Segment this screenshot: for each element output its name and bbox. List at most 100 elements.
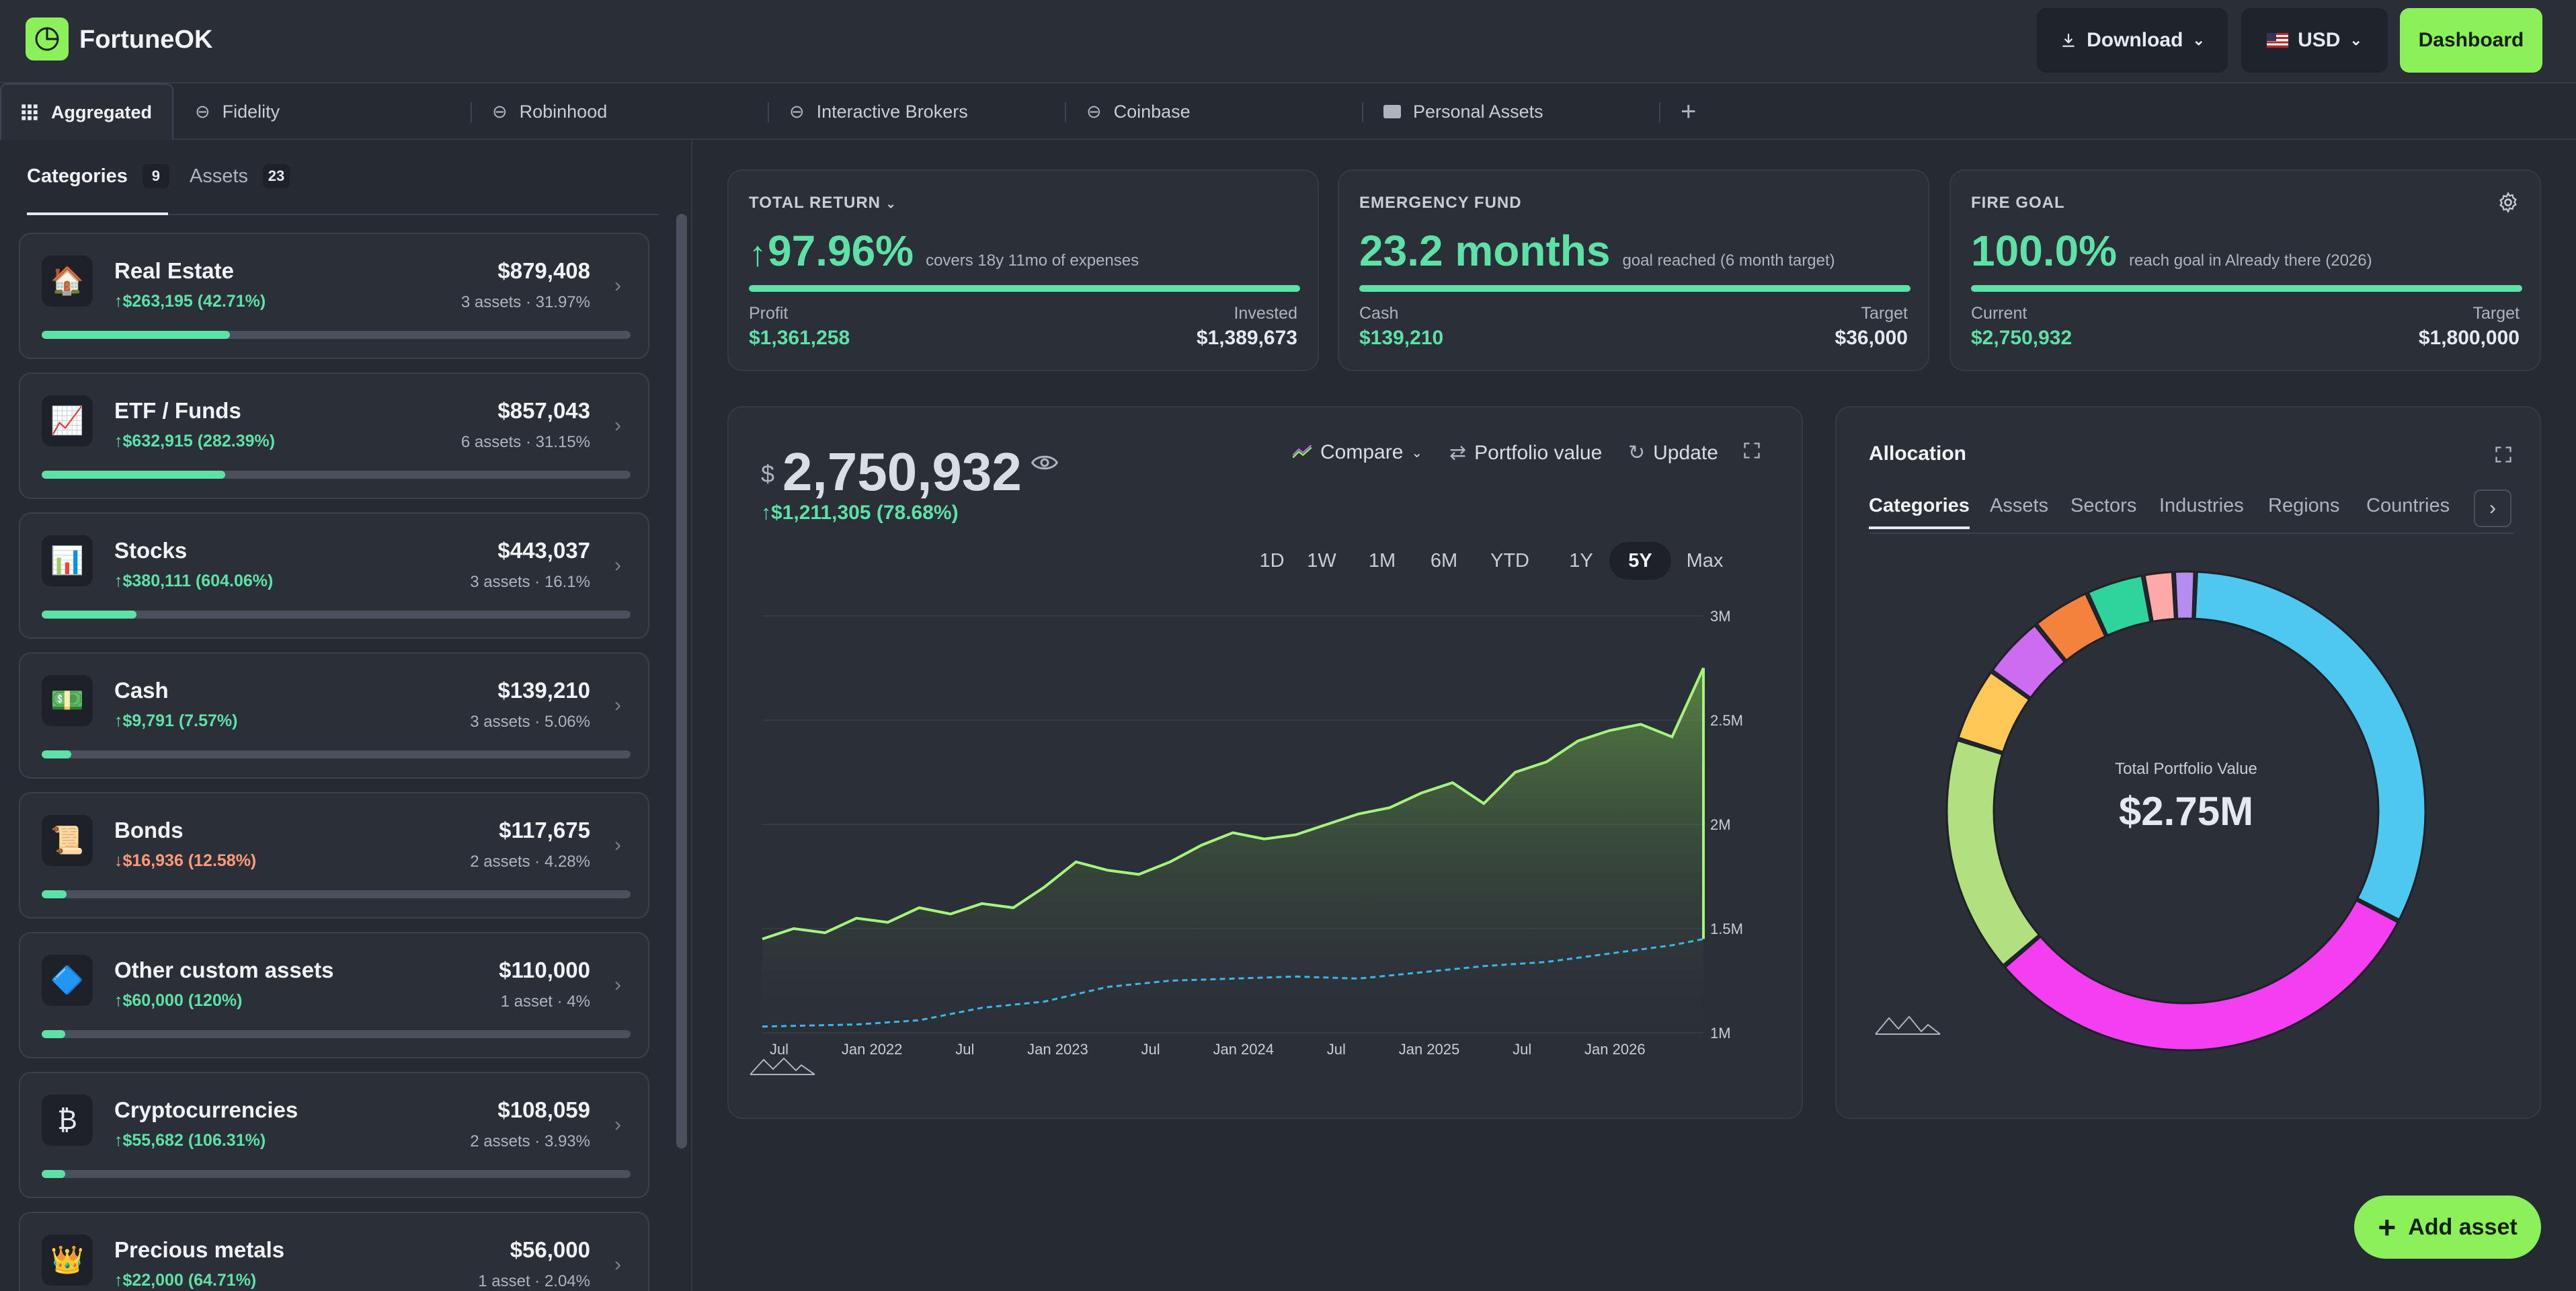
account-tabs: Aggregated ⊖ Fidelity ⊖ Robinhood ⊖ Interac… [0, 83, 2576, 140]
donut-slice-precious-metals[interactable] [2143, 571, 2176, 623]
currency-select[interactable]: USD ⌄ [2241, 8, 2388, 73]
tab-aggregated[interactable]: Aggregated [0, 83, 173, 140]
donut-slice-other-custom-assets[interactable] [2036, 592, 2107, 662]
donut-slice-bonds[interactable] [1991, 624, 2066, 699]
sidebar-tab-categories[interactable]: Categories 9 [27, 160, 169, 215]
stat-value: 100.0% [1971, 227, 2118, 275]
range-6m[interactable]: 6M [1430, 550, 1458, 572]
add-asset-button[interactable]: + Add asset [2354, 1196, 2541, 1259]
allocation-tab-regions[interactable]: Regions [2268, 495, 2340, 516]
range-1y[interactable]: 1Y [1569, 550, 1593, 572]
stat-note: covers 18y 11mo of expenses [926, 251, 1139, 270]
chevron-right-icon[interactable]: › [2474, 490, 2511, 527]
fire-goal-card[interactable]: FIRE GOAL 100.0% reach goal in Already th… [1949, 169, 2541, 371]
range-5y[interactable]: 5Y [1609, 542, 1671, 580]
share-bar [42, 890, 631, 898]
share-bar-fill [42, 1170, 66, 1178]
eye-icon[interactable] [1031, 453, 1059, 475]
trend-icon [1292, 445, 1312, 459]
donut-slice-real-estate[interactable] [2193, 570, 2427, 921]
category-icon: 📜 [42, 815, 93, 866]
donut-slice-etf-funds[interactable] [2003, 899, 2400, 1052]
x-tick-label: Jul [1141, 1041, 1160, 1058]
invested-label: Invested [1234, 304, 1297, 323]
category-card[interactable]: ₿ Cryptocurrencies ↑$55,682 (106.31%) $1… [19, 1072, 649, 1198]
share-bar [42, 750, 631, 758]
progress-bar [749, 285, 1300, 292]
donut-slice-other[interactable] [2173, 570, 2196, 620]
y-tick-label: 2.5M [1710, 712, 1743, 729]
update-button[interactable]: ↻ Update [1628, 441, 1718, 465]
category-icon: 🏠 [42, 256, 93, 307]
category-name: ETF / Funds [114, 398, 241, 423]
invested-value: $1,389,673 [1196, 327, 1297, 349]
x-tick-label: Jan 2023 [1027, 1041, 1088, 1058]
category-card[interactable]: 🏠 Real Estate ↑$263,195 (42.71%) $879,40… [19, 233, 649, 359]
category-card[interactable]: 🔷 Other custom assets ↑$60,000 (120%) $1… [19, 932, 649, 1058]
y-tick-label: 1.5M [1710, 921, 1743, 937]
gear-icon[interactable] [2497, 191, 2520, 217]
donut-slice-cryptocurrencies[interactable] [2087, 574, 2152, 637]
swap-icon: ⇄ [1449, 442, 1467, 464]
tab-interactive-brokers[interactable]: ⊖ Interactive Brokers [789, 83, 968, 140]
category-value: $443,037 [497, 538, 590, 563]
tab-label: Categories [27, 165, 128, 187]
tab-personal-assets[interactable]: Personal Assets [1383, 83, 1543, 140]
allocation-tab-sectors[interactable]: Sectors [2070, 495, 2137, 516]
logo[interactable] [26, 17, 69, 61]
share-bar [42, 1030, 631, 1038]
range-ytd[interactable]: YTD [1490, 550, 1529, 572]
tab-label: Interactive Brokers [816, 101, 968, 122]
x-tick-label: Jan 2024 [1213, 1041, 1274, 1058]
allocation-tab-industries[interactable]: Industries [2159, 495, 2244, 516]
cash-label: Cash [1359, 304, 1399, 323]
range-1m[interactable]: 1M [1368, 550, 1396, 572]
target-value: $1,800,000 [2418, 327, 2520, 349]
allocation-tab-assets[interactable]: Assets [1990, 495, 2049, 516]
share-bar-fill [42, 471, 225, 479]
category-name: Cash [114, 678, 169, 703]
donut-slice-stocks[interactable] [1945, 739, 2041, 967]
category-card[interactable]: 📈 ETF / Funds ↑$632,915 (282.39%) $857,0… [19, 373, 649, 499]
currency-label: USD [2298, 29, 2341, 51]
category-card[interactable]: 📊 Stocks ↑$380,111 (604.06%) $443,037 3 … [19, 512, 649, 639]
x-tick-label: Jul [770, 1041, 789, 1058]
allocation-tab-categories[interactable]: Categories [1869, 495, 1970, 529]
arrow-up-icon: ↑ [749, 235, 766, 274]
portfolio-mode-button[interactable]: ⇄ Portfolio value [1449, 441, 1603, 465]
progress-bar [1971, 285, 2522, 292]
dashboard-button[interactable]: Dashboard [2400, 8, 2542, 73]
share-bar-fill [42, 890, 67, 898]
tab-fidelity[interactable]: ⊖ Fidelity [195, 83, 280, 140]
expand-icon[interactable] [1742, 441, 1761, 460]
range-1d[interactable]: 1D [1259, 550, 1285, 572]
allocation-tab-countries[interactable]: Countries [2366, 495, 2450, 516]
category-value: $110,000 [499, 957, 590, 982]
range-max[interactable]: Max [1686, 550, 1724, 572]
category-value: $117,675 [499, 818, 590, 843]
category-card[interactable]: 👑 Precious metals ↑$22,000 (64.71%) $56,… [19, 1212, 649, 1291]
range-1w[interactable]: 1W [1307, 550, 1336, 572]
link-icon: ⊖ [789, 101, 805, 122]
share-bar [42, 1170, 631, 1178]
tab-robinhood[interactable]: ⊖ Robinhood [492, 83, 607, 140]
sidebar-scrollbar[interactable] [676, 214, 687, 1148]
portfolio-value: 2,750,932 [782, 442, 1022, 502]
category-card[interactable]: 📜 Bonds ↓$16,936 (12.58%) $117,675 2 ass… [19, 792, 649, 918]
expand-icon[interactable] [2494, 445, 2513, 467]
chevron-right-icon: › [614, 414, 621, 436]
link-icon: ⊖ [1086, 101, 1102, 122]
top-bar: FortuneOK Download ⌄ USD ⌄ Dashboard [0, 0, 2576, 83]
download-button[interactable]: Download ⌄ [2037, 8, 2228, 73]
emergency-fund-card[interactable]: EMERGENCY FUND 23.2 months goal reached (… [1338, 169, 1929, 371]
category-card[interactable]: 💵 Cash ↑$9,791 (7.57%) $139,210 3 assets… [19, 652, 649, 779]
link-icon: ⊖ [195, 101, 210, 122]
sidebar-tab-assets[interactable]: Assets 23 [190, 160, 290, 215]
chevron-down-icon: ⌄ [885, 197, 897, 210]
add-tab-button[interactable]: + [1681, 83, 1696, 140]
tab-coinbase[interactable]: ⊖ Coinbase [1086, 83, 1191, 140]
total-return-card[interactable]: TOTAL RETURN ⌄ ↑ 97.96% covers 18y 11mo of… [727, 169, 1319, 371]
compare-button[interactable]: Compare ⌄ [1292, 441, 1422, 464]
donut-slice-cash[interactable] [1957, 670, 2031, 754]
current-label: Current [1971, 304, 2027, 323]
